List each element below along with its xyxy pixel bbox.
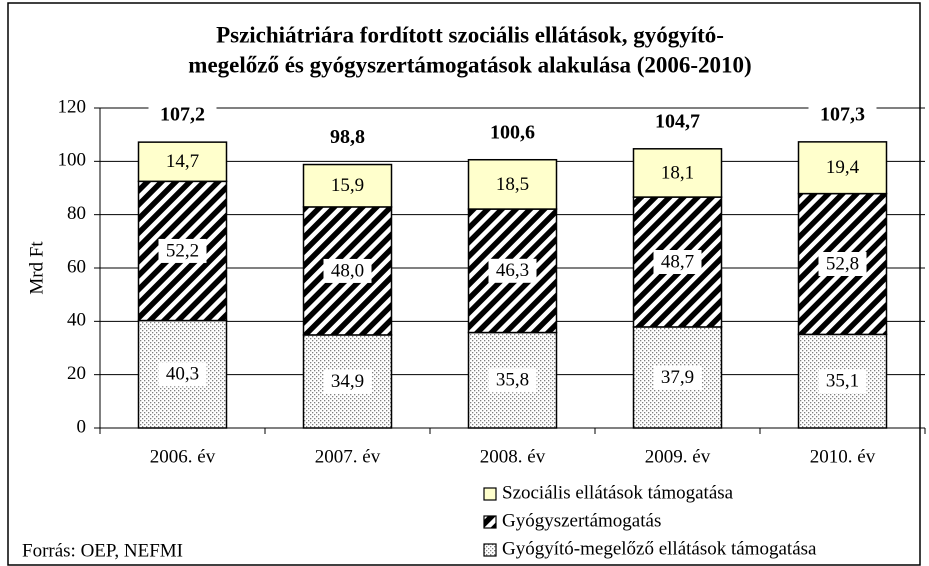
total-label: 104,7 bbox=[655, 110, 700, 132]
legend-swatch bbox=[483, 487, 497, 501]
x-tick-label: 2010. év bbox=[810, 446, 876, 467]
legend-label: Gyógyító-megelőző ellátások támogatása bbox=[502, 538, 817, 559]
y-tick-label: 40 bbox=[67, 310, 86, 331]
data-label: 46,3 bbox=[496, 260, 529, 281]
label-bg bbox=[488, 258, 537, 283]
bar-segment bbox=[797, 141, 888, 195]
label-bg bbox=[818, 252, 867, 276]
bar-segment bbox=[632, 148, 723, 198]
label-bg bbox=[148, 103, 217, 130]
data-label: 19,4 bbox=[826, 157, 860, 178]
label-bg bbox=[808, 102, 877, 129]
label-bg bbox=[158, 238, 207, 263]
data-label: 15,9 bbox=[331, 175, 364, 196]
data-label: 52,2 bbox=[166, 240, 199, 261]
label-bg bbox=[653, 250, 702, 274]
data-label: 14,7 bbox=[166, 151, 199, 172]
data-label: 34,9 bbox=[331, 371, 364, 392]
y-tick-label: 60 bbox=[67, 256, 86, 277]
data-label: 18,5 bbox=[496, 174, 529, 195]
data-label: 37,9 bbox=[661, 367, 694, 388]
total-label: 107,3 bbox=[820, 103, 865, 125]
bar-segment bbox=[467, 158, 558, 210]
source: Forrás: OEP, NEFMI bbox=[22, 540, 183, 561]
data-label: 52,8 bbox=[826, 253, 859, 274]
y-tick-label: 120 bbox=[58, 96, 87, 117]
y-tick-label: 100 bbox=[58, 150, 87, 171]
label-bg bbox=[818, 369, 867, 394]
data-label: 35,8 bbox=[496, 370, 529, 391]
label-bg bbox=[323, 369, 372, 394]
x-tick-label: 2006. év bbox=[150, 446, 216, 467]
label-bg bbox=[478, 120, 547, 147]
y-tick-label: 0 bbox=[77, 416, 87, 437]
chart-title: megelőző és gyógyszertámogatások alakulá… bbox=[188, 52, 751, 77]
x-tick-label: 2008. év bbox=[480, 446, 546, 467]
chart-title: Pszichiátriára fordított szociális ellát… bbox=[216, 22, 724, 47]
bar-segment bbox=[137, 141, 228, 183]
y-tick-label: 80 bbox=[67, 203, 86, 224]
y-axis-label: Mrd Ft bbox=[26, 241, 47, 295]
legend-label: Szociális ellátások támogatása bbox=[502, 482, 734, 503]
total-label: 107,2 bbox=[160, 104, 205, 126]
legend-swatch bbox=[483, 543, 497, 557]
legend-label: Gyógyszertámogatás bbox=[502, 510, 661, 531]
label-bg bbox=[643, 109, 712, 136]
data-label: 48,0 bbox=[331, 260, 364, 281]
data-label: 35,1 bbox=[826, 371, 859, 392]
x-tick-label: 2009. év bbox=[645, 446, 711, 467]
total-label: 98,8 bbox=[330, 126, 365, 148]
data-label: 40,3 bbox=[166, 364, 199, 385]
total-label: 100,6 bbox=[490, 121, 535, 143]
x-tick-label: 2007. év bbox=[315, 446, 381, 467]
label-bg bbox=[488, 368, 537, 393]
label-bg bbox=[323, 258, 372, 283]
data-label: 18,1 bbox=[661, 162, 694, 183]
bar-segment bbox=[302, 163, 393, 208]
data-label: 48,7 bbox=[661, 251, 694, 272]
label-bg bbox=[653, 365, 702, 390]
frame bbox=[7, 2, 921, 566]
legend-swatch bbox=[483, 515, 497, 529]
label-bg bbox=[313, 125, 382, 152]
y-tick-label: 20 bbox=[67, 363, 86, 384]
label-bg bbox=[158, 362, 207, 387]
